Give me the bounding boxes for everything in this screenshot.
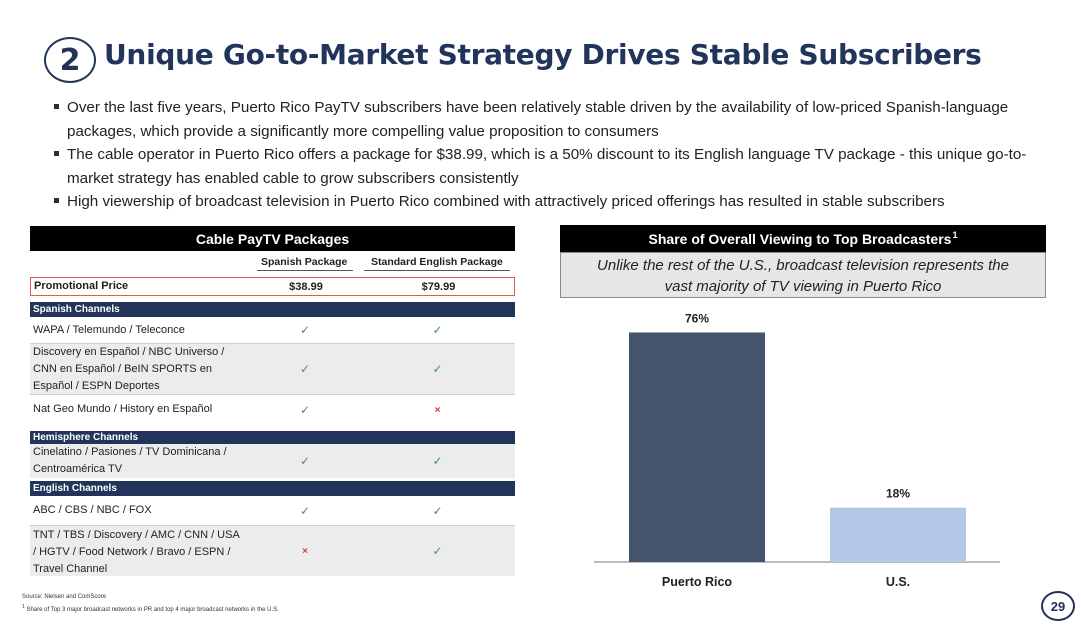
bullet-item: The cable operator in Puerto Rico offers… xyxy=(52,143,1052,190)
row-label: Nat Geo Mundo / History en Español xyxy=(33,403,213,415)
table-title: Cable PayTV Packages xyxy=(30,226,515,251)
bar-u-s xyxy=(830,507,966,562)
category-label: Puerto Rico xyxy=(662,575,733,589)
cross-icon: × xyxy=(302,545,308,557)
check-icon: ✓ xyxy=(299,503,311,518)
chart-header-text: Share of Overall Viewing to Top Broadcas… xyxy=(648,230,952,247)
check-icon: ✓ xyxy=(299,403,311,417)
category-label: U.S. xyxy=(886,575,910,589)
chart-header: Share of Overall Viewing to Top Broadcas… xyxy=(560,225,1046,252)
page-number: 29 xyxy=(1041,591,1075,621)
bar-puerto-rico xyxy=(629,332,765,562)
chart-subtitle-box: Unlike the rest of the U.S., broadcast t… xyxy=(560,252,1046,298)
packages-table: Cable PayTV Packages Spanish Package Sta… xyxy=(30,226,515,576)
table-row: Cinelatino / Pasiones / TV Dominicana / … xyxy=(30,444,515,478)
table-row: WAPA / Telemundo / Teleconce ✓ ✓ xyxy=(30,317,515,343)
section-english-channels: English Channels xyxy=(30,481,515,496)
section-number-badge: 2 xyxy=(44,37,96,83)
bullet-item: High viewership of broadcast television … xyxy=(52,190,1052,214)
page-title: Unique Go-to-Market Strategy Drives Stab… xyxy=(104,38,982,71)
source-note: Source: Nielsen and ComScore 1 Share of … xyxy=(22,594,279,613)
table-row: Discovery en Español / NBC Universo / CN… xyxy=(30,344,515,394)
row-label: Discovery en Español / NBC Universo / CN… xyxy=(33,346,225,392)
check-icon: ✓ xyxy=(299,454,311,468)
row-label: ABC / CBS / NBC / FOX xyxy=(33,504,152,516)
check-icon: ✓ xyxy=(299,362,311,376)
check-icon: ✓ xyxy=(432,503,443,518)
row-label: Cinelatino / Pasiones / TV Dominicana / … xyxy=(33,446,227,475)
table-row: Nat Geo Mundo / History en Español ✓ × xyxy=(30,395,515,425)
col-header-english: Standard English Package xyxy=(371,256,503,268)
check-icon: ✓ xyxy=(299,323,311,337)
promo-price-spanish: $38.99 xyxy=(289,280,323,293)
table-column-headers: Spanish Package Standard English Package xyxy=(30,251,515,273)
check-icon: ✓ xyxy=(432,544,443,558)
table-row: TNT / TBS / Discovery / AMC / CNN / USA … xyxy=(30,526,515,576)
chart-header-footnote-mark: 1 xyxy=(952,229,958,240)
row-label: TNT / TBS / Discovery / AMC / CNN / USA … xyxy=(33,529,240,575)
section-spanish-channels: Spanish Channels xyxy=(30,302,515,317)
bullet-item: Over the last five years, Puerto Rico Pa… xyxy=(52,96,1052,143)
check-icon: ✓ xyxy=(432,362,443,376)
promo-price-english: $79.99 xyxy=(421,280,456,293)
chart-subtitle-line: Unlike the rest of the U.S., broadcast t… xyxy=(597,257,1009,274)
data-label: 76% xyxy=(685,311,709,325)
check-icon: ✓ xyxy=(432,454,443,468)
promo-label: Promotional Price xyxy=(34,280,129,292)
table-row: ABC / CBS / NBC / FOX ✓ ✓ xyxy=(30,496,515,525)
check-icon: ✓ xyxy=(432,323,443,337)
section-hemisphere-channels: Hemisphere Channels xyxy=(30,431,515,444)
cross-icon: × xyxy=(434,404,441,416)
viewing-share-chart: 76% Puerto Rico 18% U.S. xyxy=(594,311,1000,589)
chart-subtitle-line: vast majority of TV viewing in Puerto Ri… xyxy=(664,278,942,295)
row-label: WAPA / Telemundo / Teleconce xyxy=(33,324,185,336)
data-label: 18% xyxy=(886,487,910,501)
promo-price-row: Promotional Price $38.99 $79.99 xyxy=(30,277,515,296)
col-header-spanish: Spanish Package xyxy=(261,256,348,268)
bullet-list: Over the last five years, Puerto Rico Pa… xyxy=(52,96,1052,214)
